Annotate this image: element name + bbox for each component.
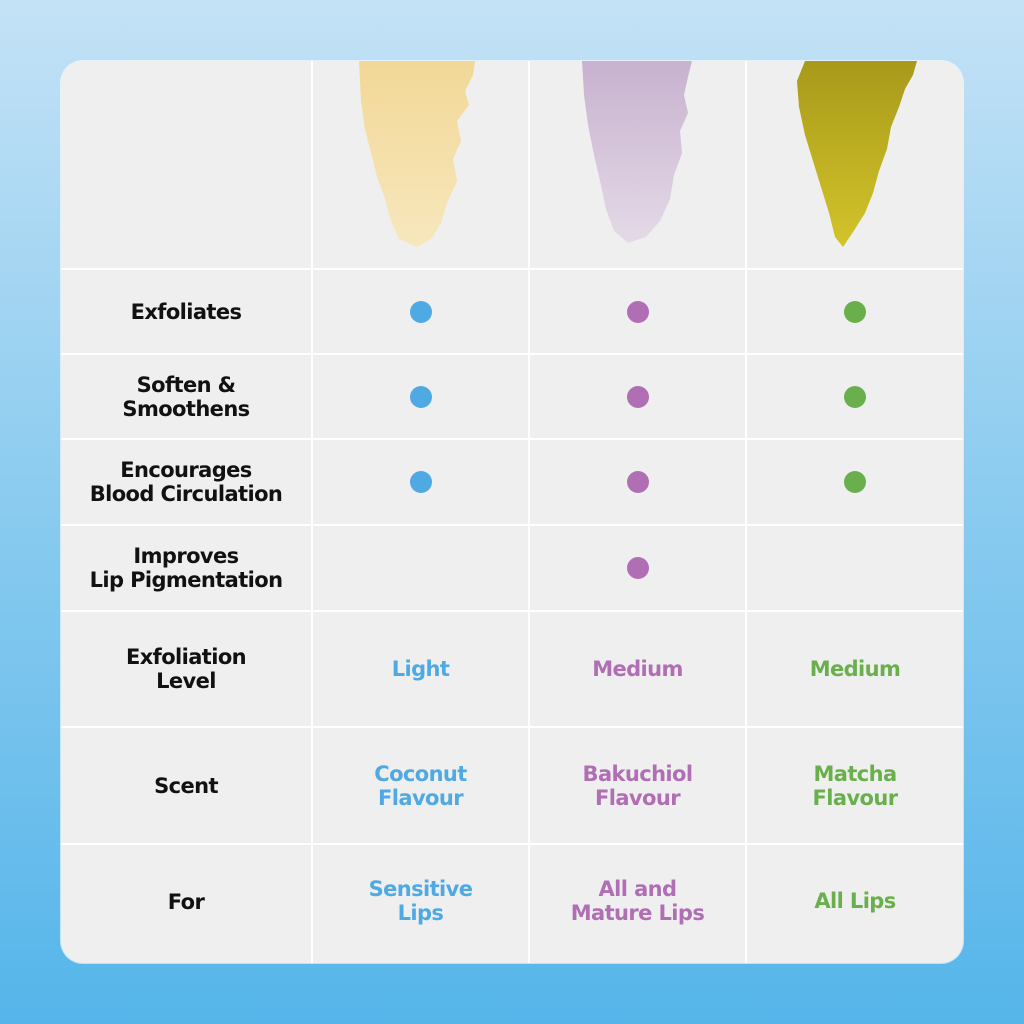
comparison-table: Exfoliates Soften & Smoothens Encourages… bbox=[61, 61, 963, 963]
cell-for-matcha: All Lips bbox=[814, 889, 896, 913]
cell-soften-matcha bbox=[747, 355, 963, 438]
cell-for-bakuchiol: All and Mature Lips bbox=[570, 877, 705, 925]
check-dot-icon bbox=[409, 471, 432, 493]
cell-circulation-matcha bbox=[747, 440, 963, 524]
row-divider bbox=[61, 268, 963, 270]
matcha-scrub-swatch bbox=[797, 61, 917, 247]
row-divider bbox=[61, 726, 963, 728]
row-divider bbox=[61, 353, 963, 355]
row-divider bbox=[61, 610, 963, 612]
check-dot-icon bbox=[844, 300, 866, 323]
cell-circulation-coconut bbox=[313, 440, 528, 524]
check-dot-icon bbox=[626, 385, 649, 408]
cell-scent-bakuchiol: Bakuchiol Flavour bbox=[582, 761, 694, 810]
cell-level-bakuchiol: Medium bbox=[592, 657, 683, 681]
cell-level-coconut: Light bbox=[391, 657, 450, 681]
row-label-scent: Scent bbox=[154, 773, 218, 798]
cell-soften-bakuchiol bbox=[530, 355, 745, 438]
row-label-exfoliates: Exfoliates bbox=[130, 299, 242, 324]
row-divider bbox=[61, 524, 963, 526]
cell-level-matcha: Medium bbox=[809, 657, 901, 681]
cell-exfoliates-matcha bbox=[747, 270, 963, 353]
cell-scent-coconut: Coconut Flavour bbox=[374, 761, 467, 810]
cell-pigmentation-bakuchiol bbox=[530, 526, 745, 610]
row-label-blood-circulation: Encourages Blood Circulation bbox=[89, 457, 283, 506]
column-divider bbox=[528, 61, 530, 963]
column-divider bbox=[745, 61, 747, 963]
row-label-for: For bbox=[167, 890, 205, 914]
cell-circulation-bakuchiol bbox=[530, 440, 745, 524]
row-label-exfoliation-level: Exfoliation Level bbox=[125, 645, 247, 693]
check-dot-icon bbox=[844, 385, 866, 408]
check-dot-icon bbox=[409, 300, 432, 323]
row-divider bbox=[61, 843, 963, 845]
check-dot-icon bbox=[626, 471, 649, 493]
cell-exfoliates-bakuchiol bbox=[530, 270, 745, 353]
check-dot-icon bbox=[626, 557, 649, 579]
cell-soften-coconut bbox=[313, 355, 528, 438]
cell-exfoliates-coconut bbox=[313, 270, 528, 353]
cell-for-coconut: Sensitive Lips bbox=[368, 877, 473, 925]
row-divider bbox=[61, 438, 963, 440]
coconut-scrub-swatch bbox=[359, 61, 475, 247]
check-dot-icon bbox=[844, 471, 866, 493]
check-dot-icon bbox=[626, 300, 649, 323]
check-dot-icon bbox=[409, 385, 432, 408]
bakuchiol-scrub-swatch bbox=[582, 61, 692, 243]
cell-scent-matcha: Matcha Flavour bbox=[812, 761, 899, 810]
row-label-lip-pigmentation: Improves Lip Pigmentation bbox=[89, 544, 283, 592]
column-divider bbox=[311, 61, 313, 963]
row-label-soften-smoothens: Soften & Smoothens bbox=[122, 372, 250, 421]
